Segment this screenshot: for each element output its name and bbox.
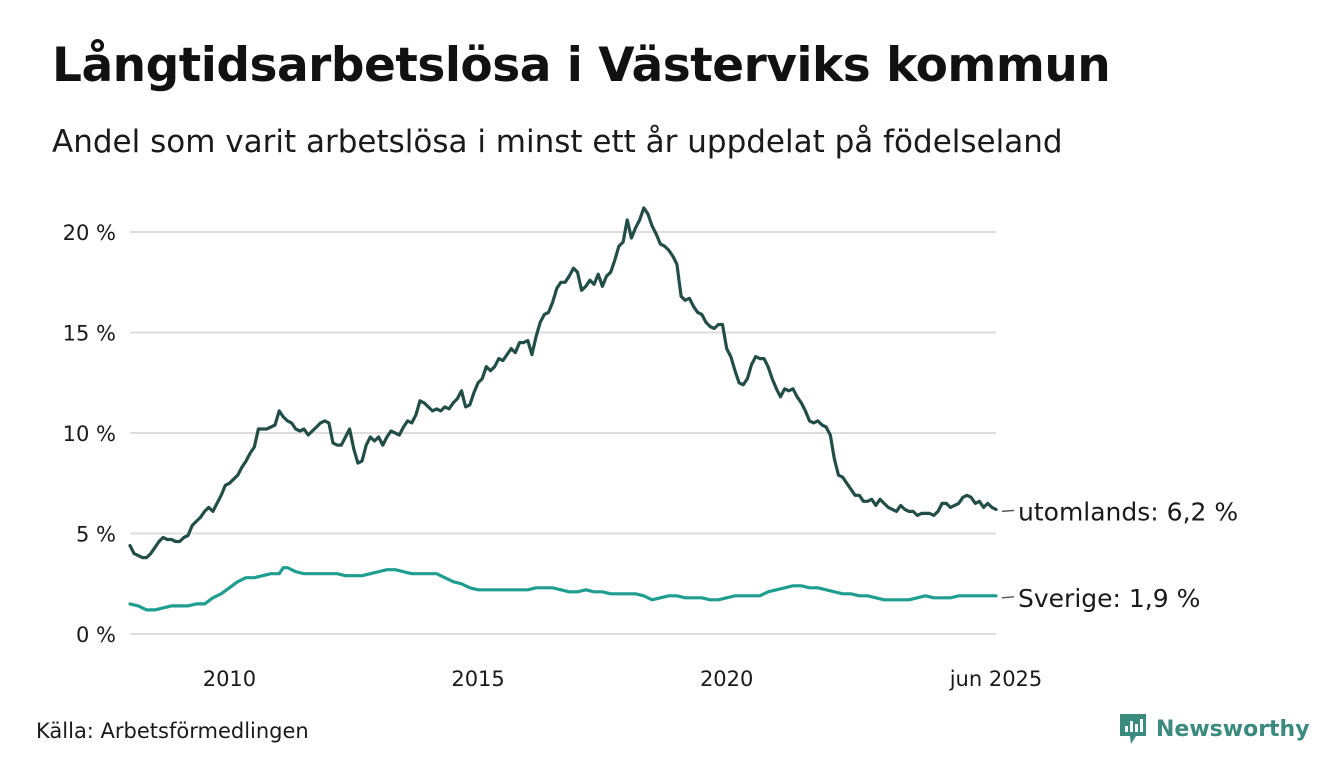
end-labels: utomlands: 6,2 % Sverige: 1,9 %: [1001, 497, 1238, 613]
series-line-utomlands: [128, 206, 998, 560]
series-lines: [128, 206, 998, 612]
end-label-connector: [1001, 509, 1015, 513]
y-tick-label: 20 %: [63, 221, 116, 245]
chart-title: Långtidsarbetslösa i Västerviks kommun: [52, 38, 1111, 93]
end-label-utomlands: utomlands: 6,2 %: [1018, 497, 1238, 526]
x-tick-label: 2015: [451, 667, 504, 691]
end-label-sverige: Sverige: 1,9 %: [1018, 584, 1200, 613]
end-label-connector: [1001, 596, 1015, 599]
brand[interactable]: Newsworthy: [1118, 712, 1310, 746]
y-tick-label: 5 %: [76, 523, 116, 547]
y-axis-ticks: 0 % 5 % 10 % 15 % 20 %: [63, 221, 116, 647]
y-tick-label: 15 %: [63, 322, 116, 346]
series-line-sverige: [128, 566, 998, 612]
chart-subtitle: Andel som varit arbetslösa i minst ett å…: [52, 124, 1063, 160]
y-tick-label: 0 %: [76, 623, 116, 647]
y-tick-label: 10 %: [63, 422, 116, 446]
x-tick-label: 2020: [700, 667, 753, 691]
x-tick-label: 2010: [203, 667, 256, 691]
x-axis-ticks: 2010 2015 2020 jun 2025: [203, 667, 1043, 691]
grid-lines: [130, 231, 996, 635]
brand-name: Newsworthy: [1156, 716, 1310, 742]
line-chart: 0 %5 %10 %15 %20 % 2010 2015 2020 jun 2025 …: [63, 206, 1238, 691]
source-note: Källa: Arbetsförmedlingen: [36, 719, 309, 743]
x-tick-label: jun 2025: [949, 667, 1043, 691]
newsworthy-logo-icon: [1120, 714, 1146, 744]
